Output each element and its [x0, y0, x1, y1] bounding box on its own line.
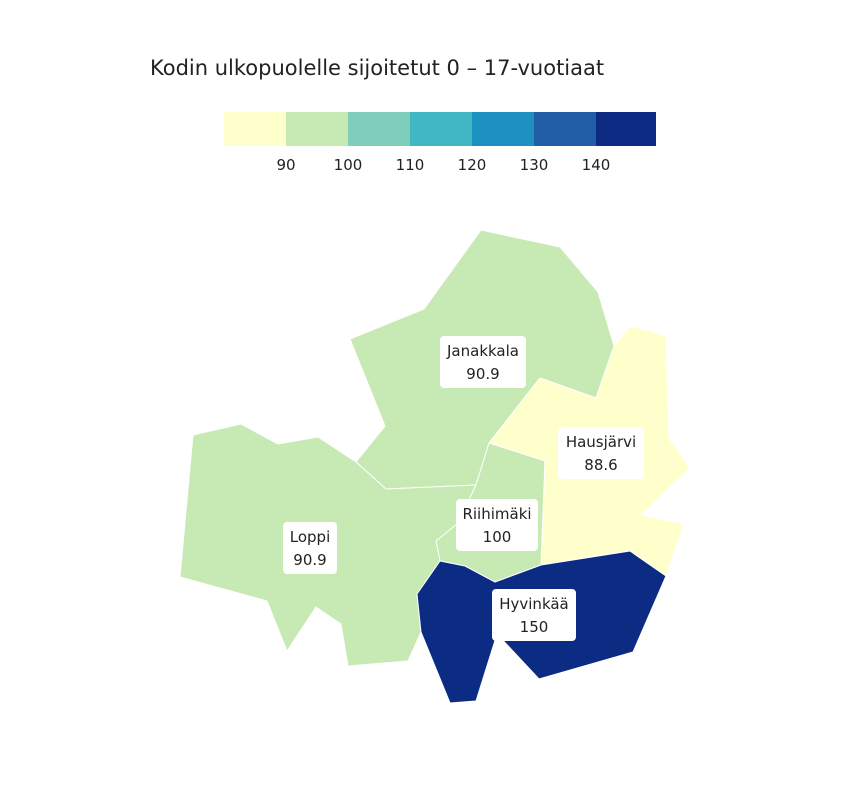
label-loppi-name: Loppi	[290, 528, 330, 546]
label-janakkala: Janakkala 90.9	[440, 336, 526, 388]
label-hyvinkaa: Hyvinkää 150	[492, 589, 576, 641]
label-riihimaki-name: Riihimäki	[462, 505, 531, 523]
legend-tick-130: 130	[520, 156, 549, 174]
legend-tick-120: 120	[458, 156, 487, 174]
legend-tick-100: 100	[334, 156, 363, 174]
color-legend: 90 100 110 120 130 140	[224, 112, 656, 174]
legend-swatch-1	[224, 112, 286, 146]
label-hausjarvi-value: 88.6	[584, 456, 617, 474]
map-title: Kodin ulkopuolelle sijoitetut 0 – 17-vuo…	[150, 56, 605, 80]
label-riihimaki: Riihimäki 100	[456, 499, 538, 551]
legend-swatch-6	[534, 112, 596, 146]
label-riihimaki-value: 100	[483, 528, 512, 546]
label-janakkala-value: 90.9	[466, 365, 499, 383]
label-hausjarvi: Hausjärvi 88.6	[558, 427, 644, 479]
legend-swatch-5	[472, 112, 534, 146]
label-loppi: Loppi 90.9	[283, 522, 337, 574]
legend-tick-90: 90	[276, 156, 295, 174]
label-hyvinkaa-value: 150	[520, 618, 549, 636]
legend-swatch-7	[596, 112, 656, 146]
label-loppi-value: 90.9	[293, 551, 326, 569]
label-hyvinkaa-name: Hyvinkää	[499, 595, 569, 613]
legend-tick-140: 140	[582, 156, 611, 174]
legend-swatch-3	[348, 112, 410, 146]
legend-swatch-4	[410, 112, 472, 146]
label-janakkala-name: Janakkala	[446, 342, 519, 360]
legend-swatch-2	[286, 112, 348, 146]
label-hausjarvi-name: Hausjärvi	[566, 433, 636, 451]
legend-tick-110: 110	[396, 156, 425, 174]
